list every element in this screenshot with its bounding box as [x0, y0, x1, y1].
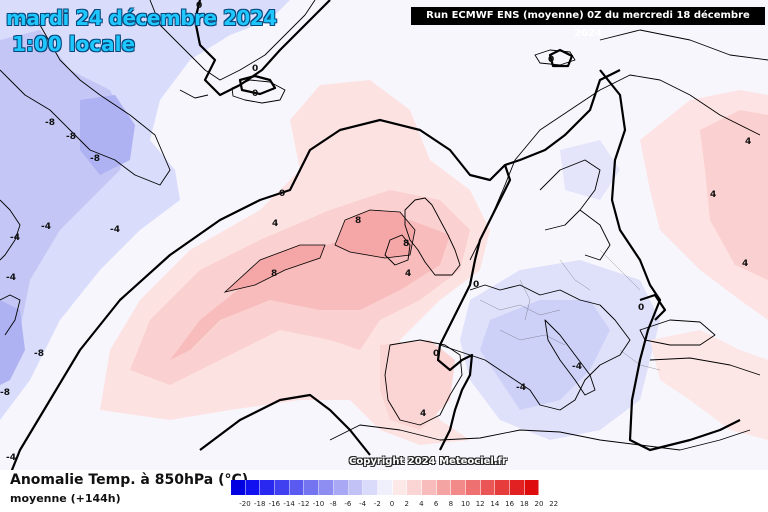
legend-swatch: [319, 480, 334, 495]
contour-label: -4: [10, 233, 20, 243]
legend-tick-label: 8: [448, 500, 454, 508]
color-scale-legend: [231, 480, 540, 495]
legend-tick-label: 16: [505, 500, 515, 508]
contour-label: -4: [572, 362, 582, 372]
legend-tick-label: 10: [461, 500, 470, 508]
forecast-hour-title: 1:00 locale: [12, 32, 136, 56]
legend-tick-label: 22: [549, 500, 559, 508]
iceland-coast: [231, 79, 286, 104]
contour-label: 4: [420, 409, 426, 419]
legend-swatch: [377, 480, 393, 495]
contour-label: 8: [355, 216, 361, 226]
contour-label: -8: [90, 154, 100, 164]
contour-label: 8: [403, 239, 409, 249]
anomaly-contours: [223, 209, 416, 293]
forecast-date-title: mardi 24 décembre 2024: [6, 6, 277, 30]
legend-tick-label: -16: [268, 500, 281, 508]
legend-tick-label: 4: [419, 500, 424, 508]
contour-label: 4: [272, 219, 278, 229]
contour-label: 4: [742, 259, 748, 269]
contour-label: -8: [0, 388, 10, 398]
zero-contours: [10, 0, 741, 470]
legend-swatch: [304, 480, 320, 495]
legend-swatch: [510, 480, 525, 495]
contour-label: 4: [405, 269, 411, 279]
legend-tick-label: 12: [475, 500, 485, 508]
variable-title: Anomalie Temp. à 850hPa (°C): [10, 472, 249, 488]
legend-tick-label: -14: [283, 500, 295, 508]
model-run-info: Run ECMWF ENS (moyenne) 0Z du mercredi 1…: [411, 7, 765, 39]
contour-label: -8: [34, 349, 44, 359]
legend-swatch: [421, 480, 437, 495]
legend-tick-label: -12: [298, 500, 310, 508]
contour-label: 0: [433, 349, 439, 359]
coastlines: [0, 0, 768, 451]
contour-label: 0: [548, 55, 554, 65]
contour-label: 8: [271, 269, 277, 279]
contour-label: 4: [745, 137, 751, 147]
europe-coast: [439, 284, 631, 411]
legend-swatch: [348, 480, 364, 495]
legend-tick-label: -20: [239, 500, 251, 508]
legend-tick-label: 20: [534, 500, 544, 508]
contour-label: 0: [638, 303, 644, 313]
contour-label: -4: [516, 383, 526, 393]
legend-swatch: [524, 480, 540, 495]
legend-tick-label: -4: [359, 500, 367, 508]
contour-label: 0: [196, 1, 202, 11]
legend-swatch: [260, 480, 276, 495]
copyright-notice: Copyright 2024 Meteociel.fr: [349, 456, 507, 467]
legend-tick-label: 0: [389, 500, 395, 508]
contour-label: 4: [710, 190, 716, 200]
greenland-coast: [0, 19, 171, 186]
contour-label: 0: [279, 189, 285, 199]
contour-label: -4: [6, 453, 16, 463]
contour-label: 0: [473, 280, 479, 290]
legend-swatch: [231, 480, 246, 495]
legend-swatch: [333, 480, 349, 495]
legend-swatch: [495, 480, 511, 495]
legend-swatch: [407, 480, 422, 495]
legend-swatch: [245, 480, 261, 495]
legend-tick-label: -6: [344, 500, 352, 508]
color-scale-ticks: -20 -18 -16 -14 -12 -10 -8 -6 -4 -2 0 2 4 6 8 10 12 14 16 1…: [231, 500, 569, 510]
legend-tick-label: -10: [312, 500, 325, 508]
legend-swatch: [392, 480, 408, 495]
legend-swatch: [363, 480, 378, 495]
legend-swatch: [466, 480, 481, 495]
contour-label: -4: [41, 222, 51, 232]
contour-label: 0: [252, 89, 258, 99]
contour-labels: 0 0 0 0 0 0 0 0 -4 -4 -4 -4 -4 -4 -8 -8 …: [0, 1, 751, 463]
map-canvas: 0 0 0 0 0 0 0 0 -4 -4 -4 -4 -4 -4 -8 -8 …: [0, 0, 768, 470]
legend-tick-label: -2: [373, 500, 381, 508]
legend-tick-label: 14: [490, 500, 500, 508]
legend-swatch: [480, 480, 496, 495]
africa-coast: [329, 424, 751, 451]
temperature-anomaly-map: 0 0 0 0 0 0 0 0 -4 -4 -4 -4 -4 -4 -8 -8 …: [0, 0, 768, 470]
legend-tick-label: 6: [433, 500, 439, 508]
contour-label: -4: [110, 225, 120, 235]
contour-label: -8: [45, 118, 55, 128]
legend-swatch: [436, 480, 452, 495]
contour-label: -4: [6, 273, 16, 283]
contour-label: 0: [252, 64, 258, 74]
variable-subtitle: moyenne (+144h): [10, 492, 121, 505]
legend-tick-label: 18: [519, 500, 529, 508]
legend-swatch: [289, 480, 305, 495]
scandinavia-coast: [469, 74, 761, 261]
contour-label: -8: [66, 132, 76, 142]
legend-swatch: [451, 480, 466, 495]
legend-tick-label: -8: [329, 500, 337, 508]
legend-tick-label: -18: [253, 500, 266, 508]
legend-swatch: [275, 480, 290, 495]
legend-tick-label: 2: [404, 500, 409, 508]
footer-panel: Anomalie Temp. à 850hPa (°C) moyenne (+1…: [0, 470, 768, 512]
